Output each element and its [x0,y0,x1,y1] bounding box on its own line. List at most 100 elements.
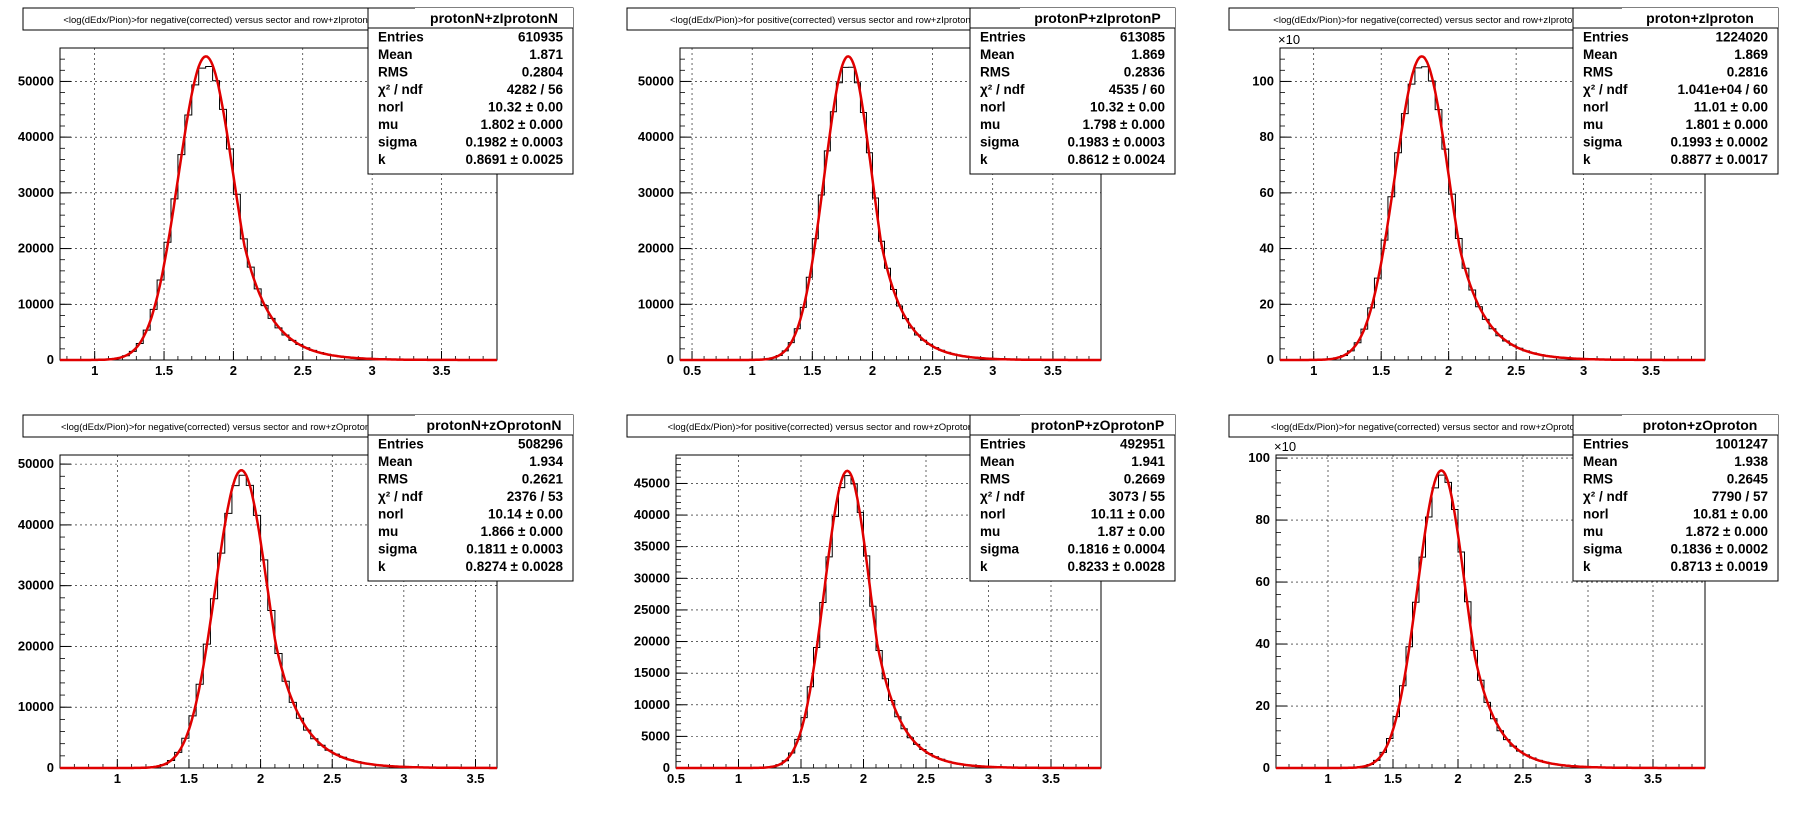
stats-value: 1.934 [529,454,563,469]
stats-name: protonN+zIprotonN [430,10,558,26]
chart-title: <log(dEdx/Pion)>for negative(corrected) … [63,15,374,26]
stats-value: 0.1983 ± 0.0003 [1068,135,1166,150]
stats-label: k [980,152,988,167]
stats-label: χ² / ndf [378,82,423,97]
y-tick-label: 30000 [634,570,670,585]
x-tick-label: 3 [1584,771,1591,786]
y-tick-label: 10000 [634,697,670,712]
stats-value: 10.32 ± 0.00 [1090,100,1165,115]
stats-label: mu [378,117,398,132]
x-tick-label: 2.5 [1514,771,1532,786]
stats-value: 10.11 ± 0.00 [1091,507,1165,522]
stats-value: 1.938 [1734,454,1768,469]
x-tick-label: 2.5 [1507,363,1525,378]
stats-value: 0.2836 [1124,65,1166,80]
stats-value: 610935 [518,30,564,45]
stats-box [367,414,574,582]
stats-value: 10.32 ± 0.00 [488,100,563,115]
y-tick-label: 30000 [638,185,674,200]
stats-value: 0.2621 [522,472,564,487]
stats-label: RMS [378,472,408,487]
x-tick-label: 3 [369,363,376,378]
stats-label: mu [1583,524,1603,539]
y-tick-label: 10000 [638,296,674,311]
fit-curve [680,55,1101,362]
stats-label: k [980,559,988,574]
stats-label: Entries [980,437,1026,452]
x-tick-label: 0.5 [683,363,701,378]
y-tick-label: 80 [1260,129,1274,144]
stats-header-bg [1020,415,1175,435]
x-tick-label: 1.5 [792,771,810,786]
plot-frame [1279,47,1706,361]
stats-value: 0.8691 ± 0.0025 [466,152,564,167]
stats-label: norl [378,507,404,522]
stats-name: proton+zIproton [1646,10,1754,26]
stats-value: 1.869 [1131,47,1165,62]
y-tick-label: 10000 [18,699,54,714]
stats-value: 0.2669 [1124,472,1165,487]
stats-label: mu [1583,117,1603,132]
stats-value: 1.871 [529,47,563,62]
stats-header-bg [415,415,573,435]
stats-value: 0.2816 [1727,65,1769,80]
y-tick-label: 20 [1256,698,1270,713]
x-tick-label: 2.5 [924,363,942,378]
stats-label: sigma [980,135,1020,150]
x-tick-label: 2 [860,771,867,786]
y-multiplier: ×10 [1274,439,1296,454]
x-tick-label: 2 [257,771,264,786]
stats-value: 4535 / 60 [1109,82,1165,97]
stats-label: Entries [1583,437,1629,452]
stats-label: RMS [980,65,1010,80]
stats-box [969,414,1176,582]
stats-label: k [1583,559,1591,574]
stats-value: 0.8877 ± 0.0017 [1671,152,1769,167]
fit-curve [676,469,1101,770]
stats-box [1572,414,1779,582]
y-tick-label: 40000 [634,507,670,522]
chart-panel-5: 0.5 1 1.5 2 2.5 3 3.5 0 5000 10000 15000 20000 25000… [626,414,1176,786]
stats-label: k [378,152,386,167]
stats-name: proton+zOproton [1643,417,1758,433]
x-tick-label: 2 [1445,363,1452,378]
y-tick-label: 40000 [638,129,674,144]
stats-label: k [378,559,386,574]
stats-label: norl [980,100,1006,115]
stats-value: 11.01 ± 0.00 [1694,100,1768,115]
stats-label: χ² / ndf [1583,82,1628,97]
y-tick-label: 40 [1256,636,1270,651]
y-tick-label: 100 [1248,450,1270,465]
stats-label: sigma [378,542,418,557]
x-tick-label: 3.5 [432,363,450,378]
stats-label: χ² / ndf [1583,489,1628,504]
x-tick-label: 1 [1310,363,1317,378]
x-tick-label: 2 [230,363,237,378]
stats-label: mu [980,117,1000,132]
stats-value: 1.041e+04 / 60 [1678,82,1768,97]
stats-value: 1.801 ± 0.000 [1686,117,1768,132]
y-tick-label: 0 [663,760,670,775]
chart-panel-2: 0.5 1 1.5 2 2.5 3 3.5 0 10000 20000 30000 40000 5000… [626,7,1176,378]
x-tick-label: 3 [985,771,992,786]
stats-value: 0.1982 ± 0.0003 [466,135,564,150]
y-tick-label: 25000 [634,602,670,617]
chart-panel-4: 1 1.5 2 2.5 3 3.5 0 10000 20000 30000 40000 50000 <l… [18,414,574,786]
x-tick-label: 1 [749,363,756,378]
stats-value: 1.872 ± 0.000 [1686,524,1768,539]
stats-label: Mean [980,47,1015,62]
fit-curve [60,55,497,362]
x-tick-label: 1 [1324,771,1331,786]
y-tick-label: 0 [47,352,54,367]
stats-label: norl [1583,507,1609,522]
chart-panel-1: 1 1.5 2 2.5 3 3.5 0 10000 20000 30000 40000 50000 <l… [18,7,574,378]
stats-label: RMS [378,65,408,80]
y-tick-label: 0 [1263,760,1270,775]
y-tick-label: 50000 [18,73,54,88]
y-tick-label: 30000 [18,578,54,593]
x-tick-label: 2.5 [917,771,935,786]
x-tick-label: 1 [114,771,121,786]
x-tick-label: 2.5 [323,771,341,786]
stats-value: 10.14 ± 0.00 [488,507,563,522]
stats-value: 0.8713 ± 0.0019 [1671,559,1769,574]
